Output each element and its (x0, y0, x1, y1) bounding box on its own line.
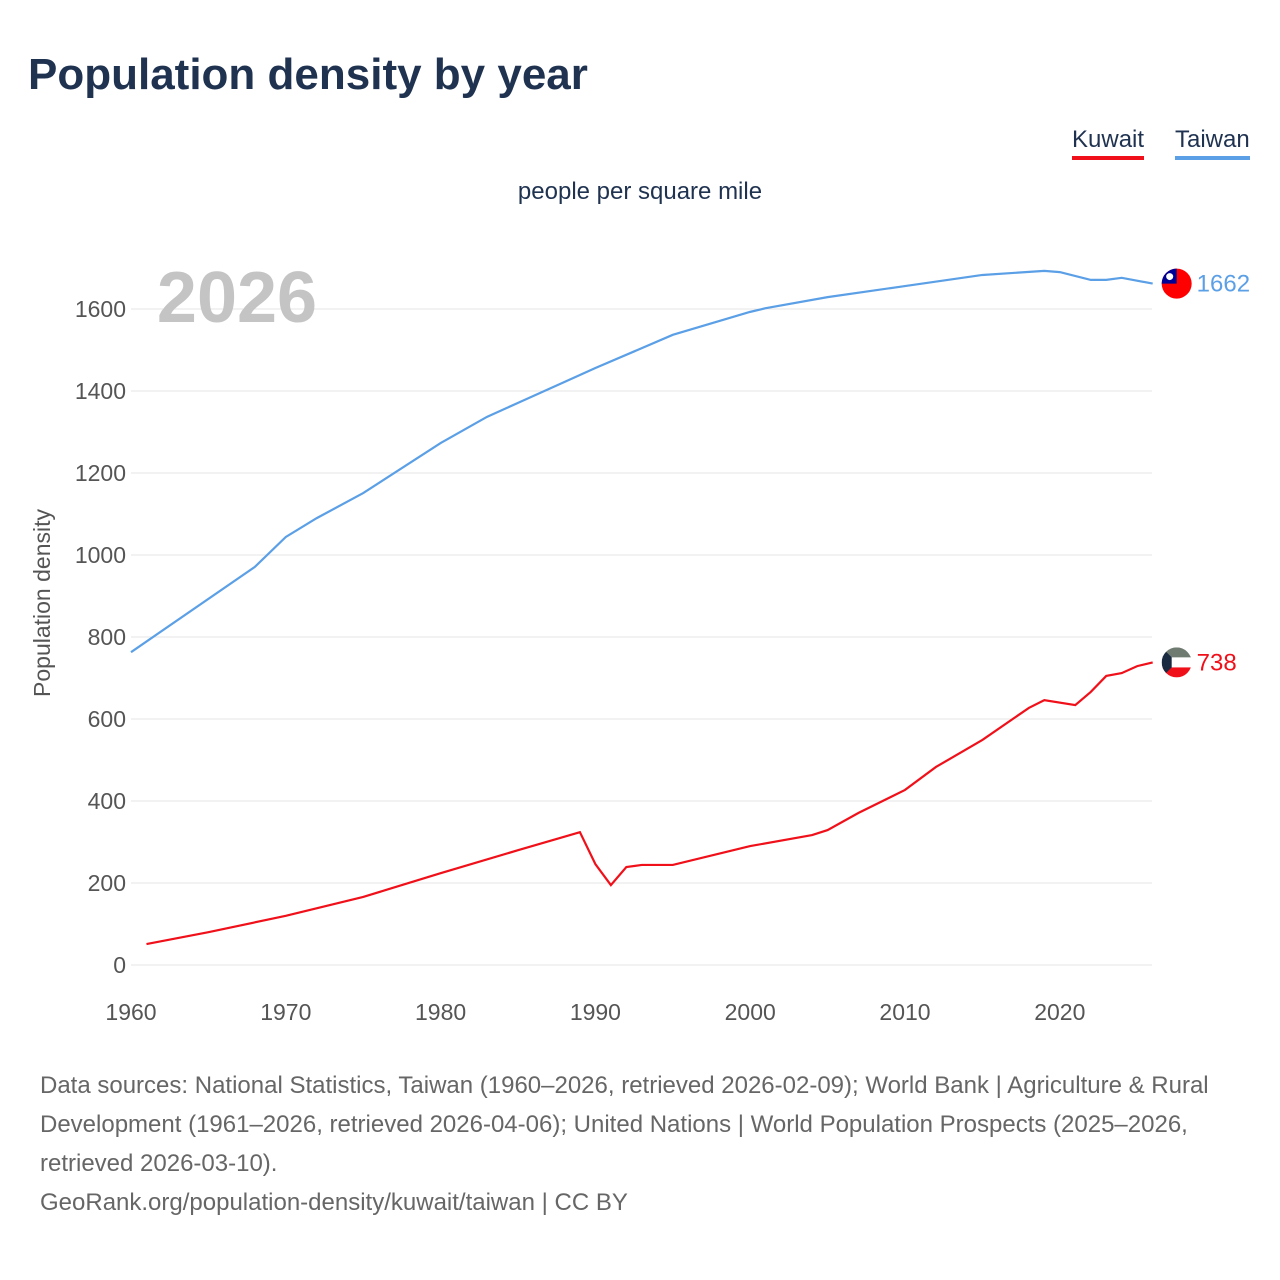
y-axis-label: Population density (29, 509, 55, 697)
kuwait-flag-icon (1161, 647, 1192, 678)
year-watermark: 2026 (157, 258, 317, 338)
y-tick-label: 400 (88, 788, 126, 814)
data-sources: Data sources: National Statistics, Taiwa… (40, 1072, 1209, 1177)
y-tick-label: 800 (88, 624, 126, 650)
legend-taiwan[interactable]: Taiwan (1175, 126, 1250, 160)
end-value-label: 738 (1197, 649, 1237, 676)
series-line-kuwait[interactable] (146, 661, 1153, 946)
x-tick-label: 2000 (725, 999, 776, 1025)
source-link[interactable]: GeoRank.org/population-density/kuwait/ta… (40, 1189, 628, 1216)
x-tick-label: 2020 (1034, 999, 1085, 1025)
end-value-label: 1662 (1197, 271, 1250, 298)
y-tick-label: 1000 (75, 542, 126, 568)
y-tick-label: 600 (88, 706, 126, 732)
y-tick-label: 200 (88, 870, 126, 896)
units-label: people per square mile (517, 178, 763, 205)
chart-title: Population density by year (28, 50, 588, 99)
y-tick-label: 1200 (75, 460, 126, 486)
taiwan-flag-icon (1161, 268, 1192, 299)
grid: 0 200 400 600 800 1000 1200 1400 1600 1960 1970 198… (75, 296, 1152, 1025)
y-tick-label: 0 (113, 952, 126, 978)
y-tick-label: 1400 (75, 378, 126, 404)
legend-kuwait[interactable]: Kuwait (1072, 126, 1145, 160)
x-tick-label: 1980 (415, 999, 466, 1025)
x-tick-label: 1960 (105, 999, 156, 1025)
x-tick-label: 1990 (570, 999, 621, 1025)
footer: Data sources: National Statistics, Taiwa… (40, 1066, 1250, 1222)
line-chart: 0 200 400 600 800 1000 1200 1400 1600 1960 1970 198… (29, 258, 1250, 1025)
y-tick-label: 1600 (75, 296, 126, 322)
x-tick-label: 1970 (260, 999, 311, 1025)
series-line-taiwan[interactable] (130, 269, 1153, 654)
x-tick-label: 2010 (879, 999, 930, 1025)
